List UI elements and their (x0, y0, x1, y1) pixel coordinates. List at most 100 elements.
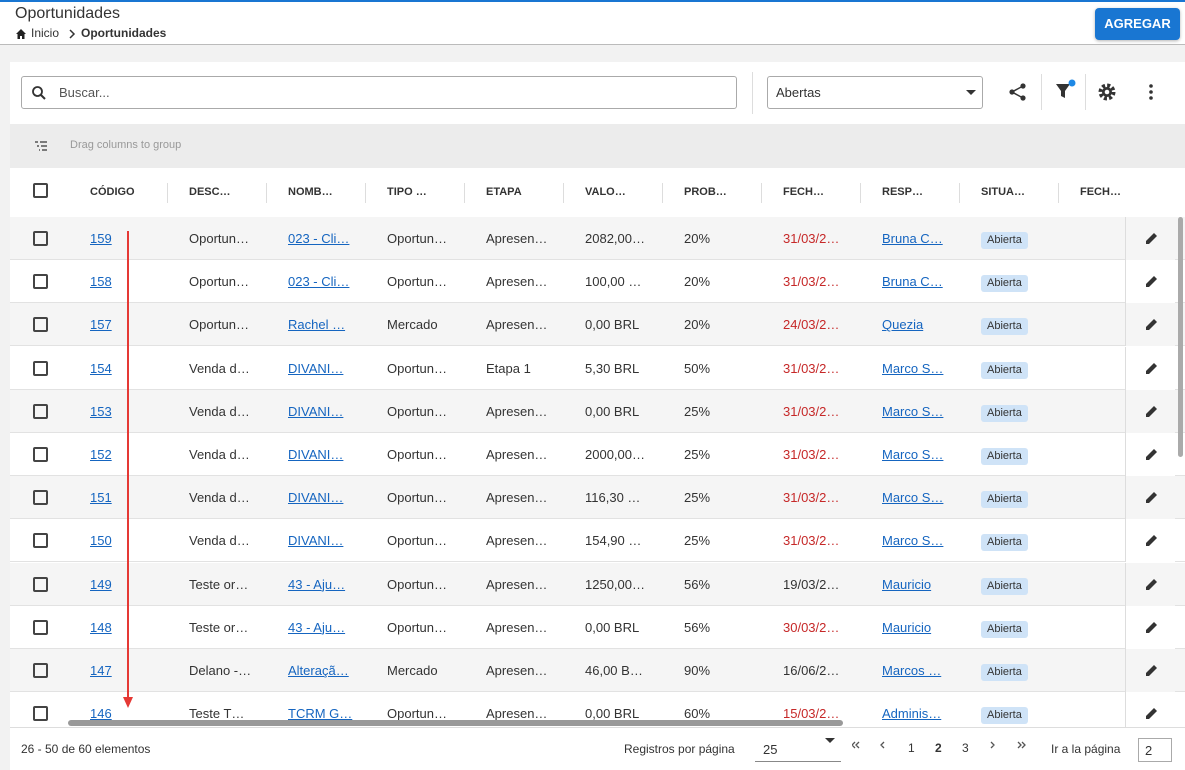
column-header[interactable]: CÓDIGO (90, 186, 135, 198)
cell: Abierta (981, 260, 1056, 303)
edit-icon[interactable] (1145, 231, 1159, 245)
column-header[interactable]: DESC… (189, 186, 231, 198)
code[interactable]: 159 (90, 231, 112, 246)
column-header[interactable]: RESP… (882, 186, 923, 198)
edit-icon[interactable] (1145, 404, 1159, 418)
divider (752, 72, 753, 114)
column-header[interactable]: FECH… (1080, 186, 1121, 198)
cell: Abierta (981, 433, 1056, 476)
edit-icon[interactable] (1145, 620, 1159, 634)
add-button[interactable]: AGREGAR (1095, 8, 1180, 40)
code[interactable]: 153 (90, 403, 112, 419)
row-checkbox[interactable] (33, 706, 48, 722)
owner[interactable]: Marco S… (882, 360, 944, 376)
column-header[interactable]: NOMB… (288, 186, 333, 198)
name[interactable]: 43 - Aju… (288, 619, 346, 635)
column-header[interactable]: PROB… (684, 186, 727, 198)
share-icon[interactable] (1008, 82, 1028, 102)
column-header[interactable]: ETAPA (486, 186, 522, 198)
owner[interactable]: Adminis… (882, 706, 942, 722)
edit-icon[interactable] (1145, 447, 1159, 461)
edit-icon[interactable] (1145, 533, 1159, 547)
row-checkbox[interactable] (33, 619, 48, 635)
filter-icon[interactable] (1053, 79, 1077, 103)
edit-icon[interactable] (1145, 274, 1159, 288)
column-header[interactable]: SITUA… (981, 186, 1025, 198)
code[interactable]: 157 (90, 317, 112, 333)
row-checkbox[interactable] (33, 403, 48, 419)
more-icon[interactable] (1146, 82, 1156, 102)
name[interactable]: 43 - Aju… (288, 576, 346, 592)
column-header[interactable]: VALO… (585, 186, 626, 198)
code[interactable]: 154 (90, 360, 112, 376)
description: Delano -… (189, 663, 252, 678)
name[interactable]: 023 - Cli… (288, 231, 350, 246)
cell: Oportun… (387, 433, 462, 476)
row-checkbox[interactable] (33, 231, 48, 246)
name[interactable]: TCRM G… (288, 706, 353, 722)
page-number[interactable]: 3 (962, 741, 969, 755)
code[interactable]: 146 (90, 706, 112, 722)
owner[interactable]: Bruna C… (882, 231, 943, 246)
row-checkbox[interactable] (33, 447, 48, 462)
cell: Apresen… (486, 563, 561, 606)
edit-icon[interactable] (1145, 361, 1159, 375)
name[interactable]: Rachel … (288, 317, 346, 333)
row-checkbox[interactable] (33, 663, 48, 678)
row-checkbox[interactable] (33, 533, 48, 549)
code[interactable]: 147 (90, 663, 112, 678)
select-all-checkbox[interactable] (33, 183, 48, 198)
owner[interactable]: Marco S… (882, 447, 944, 462)
row-checkbox[interactable] (33, 360, 48, 376)
edit-icon[interactable] (1145, 490, 1159, 504)
owner[interactable]: Marco S… (882, 533, 944, 549)
row-checkbox[interactable] (33, 317, 48, 333)
code[interactable]: 151 (90, 490, 112, 506)
column-header[interactable]: FECH… (783, 186, 824, 198)
code[interactable]: 152 (90, 447, 112, 462)
row-checkbox[interactable] (33, 490, 48, 506)
cell: 56% (684, 606, 759, 649)
edit-icon[interactable] (1145, 317, 1159, 331)
code[interactable]: 148 (90, 619, 112, 635)
name[interactable]: DIVANI… (288, 490, 344, 506)
name[interactable]: DIVANI… (288, 447, 344, 462)
name[interactable]: DIVANI… (288, 533, 344, 549)
owner[interactable]: Mauricio (882, 576, 932, 592)
code[interactable]: 158 (90, 274, 112, 290)
name[interactable]: Alteraçã… (288, 663, 349, 678)
code[interactable]: 150 (90, 533, 112, 549)
page-number[interactable]: 2 (935, 741, 942, 755)
search-box[interactable]: Buscar... (21, 76, 737, 109)
row-checkbox[interactable] (33, 576, 48, 592)
owner[interactable]: Mauricio (882, 619, 932, 635)
status-select[interactable]: Abertas (767, 76, 983, 109)
name[interactable]: DIVANI… (288, 403, 344, 419)
page-size-select[interactable]: 25 (755, 736, 841, 762)
cell: 31/03/2… (783, 347, 858, 390)
row-checkbox[interactable] (33, 274, 48, 290)
edit-icon[interactable] (1145, 663, 1159, 677)
goto-input[interactable]: 2 (1138, 738, 1172, 762)
edit-icon[interactable] (1145, 577, 1159, 591)
code[interactable]: 149 (90, 576, 112, 592)
cell: Abierta (981, 563, 1056, 606)
cell: Apresen… (486, 519, 561, 562)
owner[interactable]: Marco S… (882, 403, 944, 419)
edit-icon[interactable] (1145, 706, 1159, 720)
column-header[interactable]: TIPO … (387, 186, 427, 198)
breadcrumb-link[interactable]: Inicio (31, 26, 60, 40)
owner[interactable]: Bruna C… (882, 274, 943, 290)
pager-arrows[interactable] (852, 739, 1032, 753)
edit-cell (1125, 303, 1175, 347)
cell: 158 (90, 260, 165, 303)
settings-icon[interactable] (1097, 82, 1117, 102)
page-number[interactable]: 1 (908, 741, 915, 755)
owner[interactable]: Marcos … (882, 663, 942, 678)
owner[interactable]: Quezia (882, 317, 924, 333)
horizontal-scrollbar[interactable] (68, 720, 843, 726)
vertical-scrollbar[interactable] (1178, 217, 1183, 457)
name[interactable]: DIVANI… (288, 360, 344, 376)
owner[interactable]: Marco S… (882, 490, 944, 506)
name[interactable]: 023 - Cli… (288, 274, 350, 290)
